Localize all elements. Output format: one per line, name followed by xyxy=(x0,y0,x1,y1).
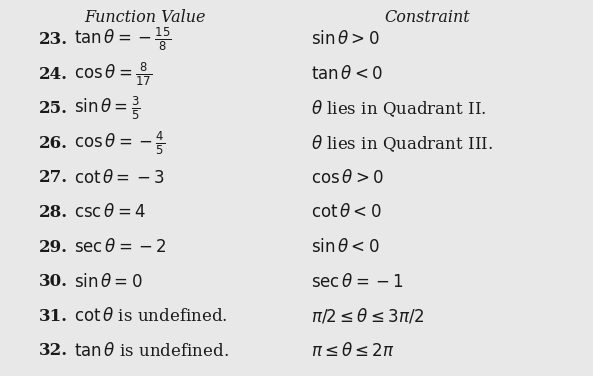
Text: $\mathrm{cot}\,\theta$ is undefined.: $\mathrm{cot}\,\theta$ is undefined. xyxy=(74,307,228,325)
Text: Constraint: Constraint xyxy=(384,9,470,26)
Text: $\mathrm{csc}\,\theta = 4$: $\mathrm{csc}\,\theta = 4$ xyxy=(74,203,146,221)
Text: $\mathrm{tan}\,\theta$ is undefined.: $\mathrm{tan}\,\theta$ is undefined. xyxy=(74,342,229,360)
Text: 28.: 28. xyxy=(39,204,68,221)
Text: Function Value: Function Value xyxy=(85,9,206,26)
Text: $\mathrm{sec}\,\theta = -1$: $\mathrm{sec}\,\theta = -1$ xyxy=(311,273,404,291)
Text: 26.: 26. xyxy=(39,135,68,152)
Text: $\mathrm{cos}\,\theta > 0$: $\mathrm{cos}\,\theta > 0$ xyxy=(311,169,384,187)
Text: 30.: 30. xyxy=(39,273,68,290)
Text: 32.: 32. xyxy=(39,342,68,359)
Text: $\mathrm{cot}\,\theta = -3$: $\mathrm{cot}\,\theta = -3$ xyxy=(74,169,165,187)
Text: 31.: 31. xyxy=(39,308,68,325)
Text: $\mathrm{sin}\,\theta = \frac{3}{5}$: $\mathrm{sin}\,\theta = \frac{3}{5}$ xyxy=(74,95,141,122)
Text: $\mathrm{sin}\,\theta = 0$: $\mathrm{sin}\,\theta = 0$ xyxy=(74,273,143,291)
Text: 29.: 29. xyxy=(39,238,68,256)
Text: $\mathrm{tan}\,\theta < 0$: $\mathrm{tan}\,\theta < 0$ xyxy=(311,65,383,83)
Text: 23.: 23. xyxy=(39,31,68,48)
Text: $\mathrm{tan}\,\theta = -\frac{15}{8}$: $\mathrm{tan}\,\theta = -\frac{15}{8}$ xyxy=(74,26,172,53)
Text: $\mathrm{sin}\,\theta > 0$: $\mathrm{sin}\,\theta > 0$ xyxy=(311,30,380,49)
Text: $\mathrm{cos}\,\theta = \frac{8}{17}$: $\mathrm{cos}\,\theta = \frac{8}{17}$ xyxy=(74,61,152,88)
Text: $\theta$ lies in Quadrant II.: $\theta$ lies in Quadrant II. xyxy=(311,98,487,119)
Text: $\mathrm{cot}\,\theta < 0$: $\mathrm{cot}\,\theta < 0$ xyxy=(311,203,382,221)
Text: 25.: 25. xyxy=(39,100,68,117)
Text: $\mathrm{cos}\,\theta = -\frac{4}{5}$: $\mathrm{cos}\,\theta = -\frac{4}{5}$ xyxy=(74,130,165,157)
Text: 24.: 24. xyxy=(39,65,68,83)
Text: $\pi \leq \theta \leq 2\pi$: $\pi \leq \theta \leq 2\pi$ xyxy=(311,342,395,360)
Text: 27.: 27. xyxy=(39,169,68,186)
Text: $\theta$ lies in Quadrant III.: $\theta$ lies in Quadrant III. xyxy=(311,133,493,154)
Text: $\mathrm{sin}\,\theta < 0$: $\mathrm{sin}\,\theta < 0$ xyxy=(311,238,380,256)
Text: $\mathrm{sec}\,\theta = -2$: $\mathrm{sec}\,\theta = -2$ xyxy=(74,238,167,256)
Text: $\pi/2 \leq \theta \leq 3\pi/2$: $\pi/2 \leq \theta \leq 3\pi/2$ xyxy=(311,307,425,326)
